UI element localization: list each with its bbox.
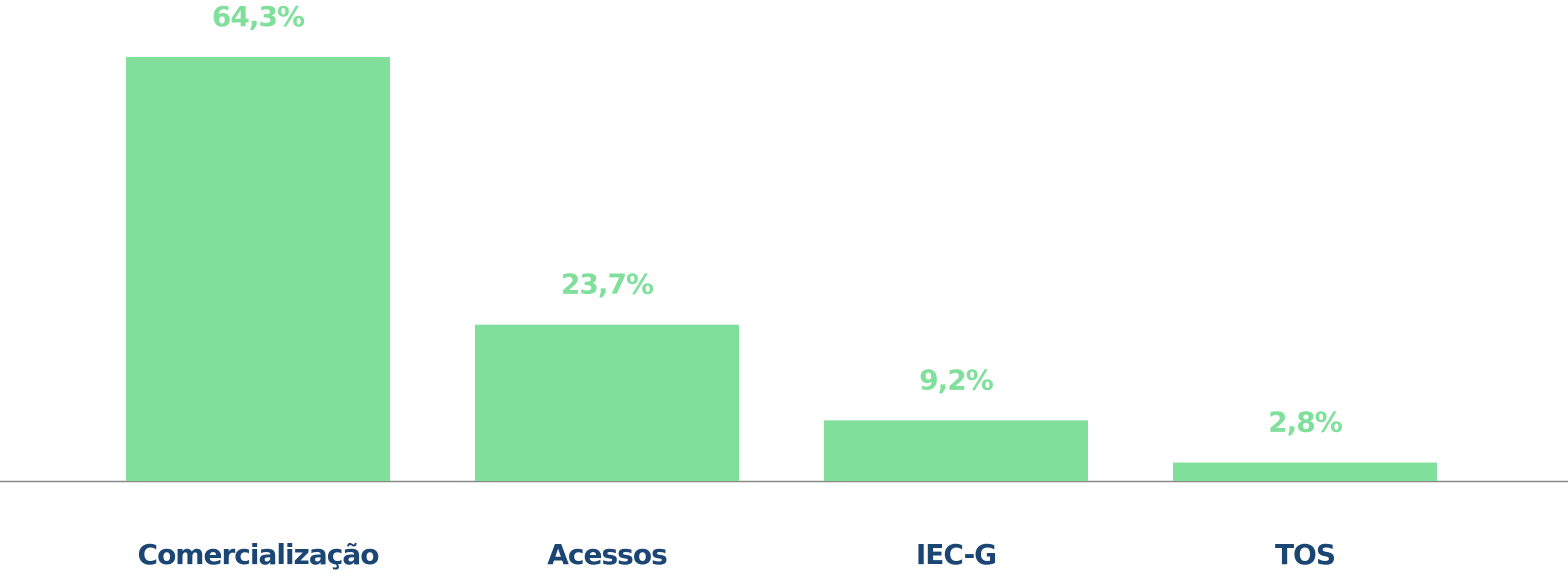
category-label: Acessos: [547, 538, 667, 571]
bar: [126, 57, 390, 481]
bar: [475, 324, 739, 481]
value-label: 2,8%: [1268, 406, 1343, 439]
value-label: 23,7%: [561, 268, 654, 301]
value-label: 64,3%: [212, 0, 305, 33]
bar: [1173, 462, 1437, 481]
bar: [824, 420, 1088, 481]
category-label: Comercialização: [138, 538, 380, 571]
category-label: TOS: [1275, 538, 1335, 571]
value-label: 9,2%: [919, 363, 994, 396]
category-label: IEC-G: [916, 538, 996, 571]
